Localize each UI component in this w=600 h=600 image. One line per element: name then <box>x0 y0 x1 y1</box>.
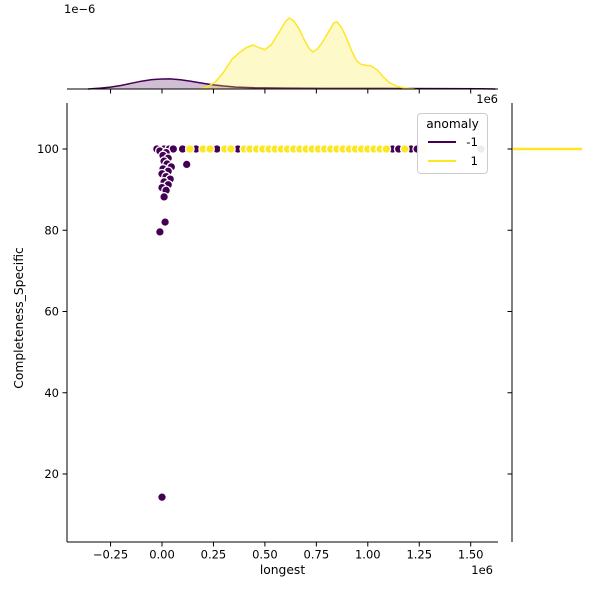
x-axis-label: longest <box>259 563 306 577</box>
x-tick-label: 0.75 <box>304 548 330 562</box>
main-axes: −0.25 0.00 0.25 0.50 0.75 1.00 1.25 1.50 100 80 60… <box>37 103 498 562</box>
legend-swatch-1 <box>428 159 456 162</box>
x-tick-label: 1.25 <box>406 548 432 562</box>
scatter-point-anomaly--1 <box>160 217 171 228</box>
kde-line-1 <box>199 17 416 90</box>
legend-label: -1 <box>466 134 478 149</box>
legend: anomaly -1 1 <box>417 113 488 174</box>
top-marginal-density-offset-label: 1e−6 <box>64 2 96 16</box>
x-tick-label: 1.50 <box>458 548 484 562</box>
scatter-point-anomaly--1 <box>154 226 165 237</box>
x-tick-label: 1.00 <box>355 548 381 562</box>
y-tick-label: 60 <box>44 305 59 319</box>
x-tick-label: −0.25 <box>93 548 128 562</box>
y-tick-label: 20 <box>44 467 59 481</box>
x-tick-label: 0.25 <box>201 548 227 562</box>
scatter-point-anomaly--1 <box>159 191 170 202</box>
x-axis-offset-label: 1e6 <box>471 563 493 577</box>
top-marginal-kde <box>67 17 498 94</box>
legend-entry-1: 1 <box>418 151 487 170</box>
scatter-point-anomaly--1 <box>181 159 192 170</box>
right-marginal <box>507 103 582 542</box>
y-tick-label: 100 <box>37 142 59 156</box>
scatter-point-anomaly--1 <box>157 492 167 503</box>
legend-title: anomaly <box>426 117 479 131</box>
scatter-point-anomaly-1 <box>205 144 215 154</box>
scatter-point-anomaly-1 <box>381 144 392 154</box>
top-marginal-x-offset-label: 1e6 <box>476 92 498 106</box>
y-axis-label: Completeness_Specific <box>12 247 26 389</box>
legend-swatch--1 <box>428 140 456 143</box>
y-tick-label: 80 <box>44 223 59 237</box>
scatter-point-anomaly-1 <box>399 144 410 154</box>
legend-entry--1: -1 <box>418 132 487 151</box>
scatter-point-anomaly-1 <box>225 144 236 154</box>
x-tick-label: 0.00 <box>149 548 175 562</box>
x-tick-label: 0.50 <box>252 548 278 562</box>
kde-fill-1 <box>200 18 416 89</box>
kde-line--1 <box>87 78 496 90</box>
scatter-points <box>151 144 486 503</box>
legend-label: 1 <box>470 153 478 168</box>
y-tick-label: 40 <box>44 386 59 400</box>
scatter-point-anomaly-1 <box>184 144 195 154</box>
